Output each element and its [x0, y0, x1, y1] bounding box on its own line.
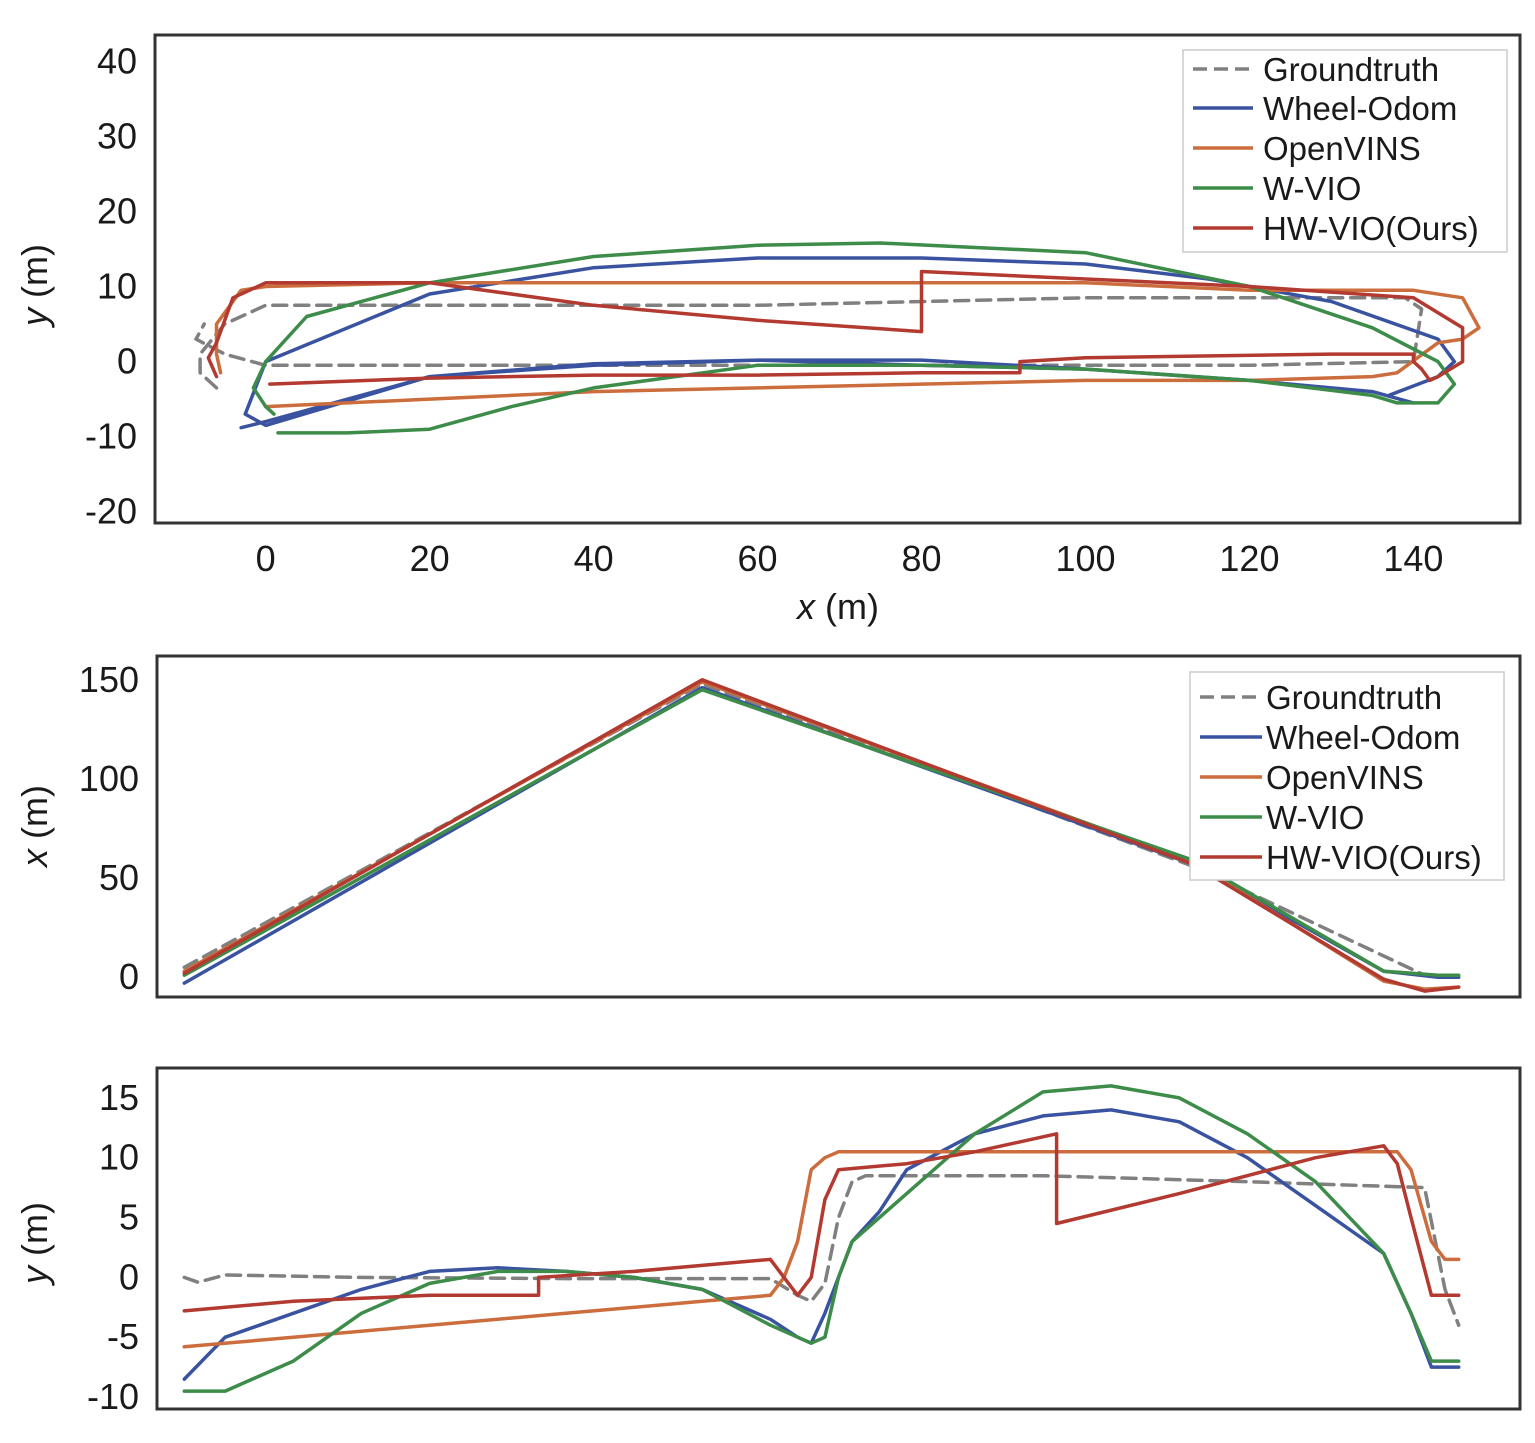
y-axis-label: x (m) [14, 785, 55, 869]
y-axis-label: y (m) [14, 244, 55, 329]
y-tick-label: 100 [79, 758, 139, 799]
legend: Groundtruth Wheel-Odom OpenVINS W-VIO HW… [1182, 49, 1508, 253]
legend-label-groundtruth: Groundtruth [1266, 679, 1442, 716]
series-line-hw-vio-ours [206, 269, 1465, 386]
y-tick-label: 20 [97, 190, 137, 231]
y-tick-label: 0 [119, 1256, 139, 1297]
y-tick-label: 50 [99, 857, 139, 898]
legend-box [1182, 49, 1508, 253]
x-tick-label: 80 [902, 538, 942, 579]
legend-box [1189, 671, 1505, 881]
x-tick-label: 100 [1055, 538, 1115, 579]
plot-frame [155, 1066, 1522, 1411]
y-tick-label: 40 [97, 40, 137, 81]
x-over-time-panel: 150 100 50 0 x (m) Groundtruth Wheel-Odom O… [14, 654, 1522, 999]
x-tick-label: 20 [410, 538, 450, 579]
y-over-time-panel: 15 10 5 0 -5 -10 y (m) [14, 1066, 1522, 1417]
legend-label-openvins: OpenVINS [1266, 759, 1424, 796]
y-tick-label: 30 [97, 115, 137, 156]
y-tick-label: 10 [97, 266, 137, 307]
legend-label-openvins: OpenVINS [1263, 130, 1421, 167]
series-line-groundtruth [182, 1173, 1461, 1327]
y-tick-label: 0 [117, 341, 137, 382]
series-line-hw-vio-ours [182, 678, 1461, 993]
y-axis-label: y (m) [14, 1202, 55, 1287]
y-tick-label: -5 [107, 1316, 139, 1357]
x-axis-label: x (m) [795, 586, 879, 627]
series-line-groundtruth [194, 296, 1424, 390]
y-tick-label: -10 [85, 416, 137, 457]
x-tick-label: 0 [256, 538, 276, 579]
legend-label-wheel-odom: Wheel-Odom [1266, 719, 1460, 756]
y-tick-label: -10 [87, 1376, 139, 1417]
y-tick-label: 15 [99, 1077, 139, 1118]
series-line-w-vio [182, 687, 1461, 977]
legend: Groundtruth Wheel-Odom OpenVINS W-VIO HW… [1189, 671, 1505, 881]
legend-label-wheel-odom: Wheel-Odom [1263, 90, 1457, 127]
series-line-hw-vio-ours [182, 1132, 1461, 1313]
legend-label-hw-vio: HW-VIO(Ours) [1263, 210, 1479, 247]
y-tick-label: -20 [85, 491, 137, 532]
series-line-openvins [182, 1150, 1461, 1349]
x-tick-label: 120 [1219, 538, 1279, 579]
x-tick-label: 40 [574, 538, 614, 579]
series-line-openvins [214, 281, 1481, 409]
series-line-w-vio [182, 1084, 1461, 1393]
y-tick-label: 150 [79, 659, 139, 700]
y-tick-label: 5 [119, 1197, 139, 1238]
legend-label-hw-vio: HW-VIO(Ours) [1266, 839, 1482, 876]
x-tick-label: 140 [1383, 538, 1443, 579]
y-tick-label: 0 [119, 956, 139, 997]
y-tick-label: 10 [99, 1137, 139, 1178]
legend-label-w-vio: W-VIO [1263, 170, 1361, 207]
x-tick-label: 60 [738, 538, 778, 579]
legend-label-w-vio: W-VIO [1266, 799, 1364, 836]
legend-label-groundtruth: Groundtruth [1263, 51, 1439, 88]
